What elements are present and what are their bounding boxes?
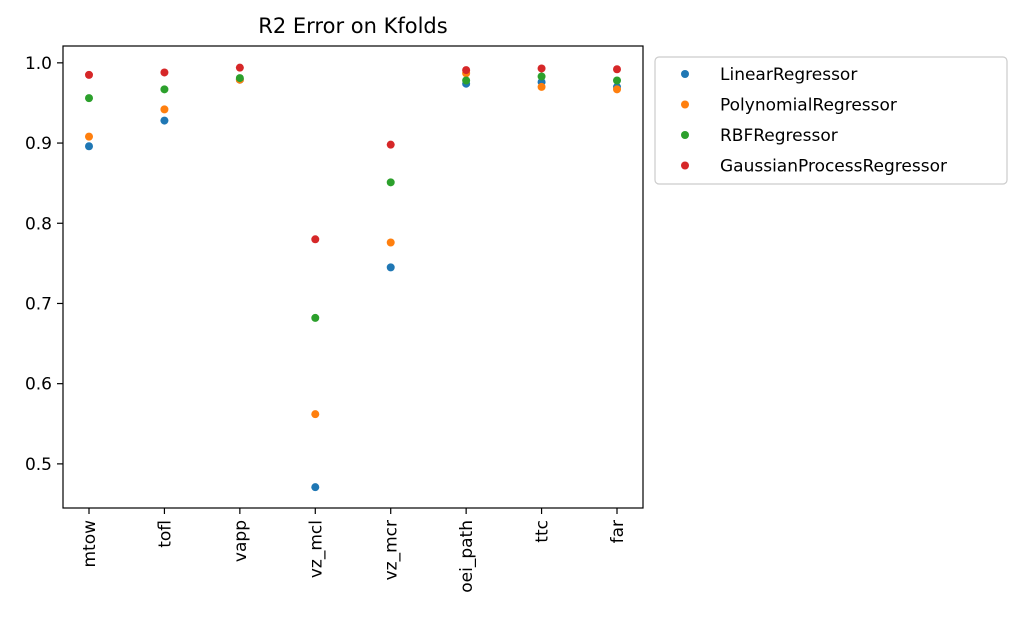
x-tick-label: far bbox=[608, 520, 628, 543]
legend-marker bbox=[681, 131, 689, 139]
data-point bbox=[160, 105, 169, 114]
legend-marker bbox=[681, 100, 689, 109]
y-tick-label: 0.7 bbox=[25, 294, 52, 314]
data-point bbox=[386, 238, 395, 247]
x-tick-label: vz_mcr bbox=[382, 520, 402, 580]
data-point bbox=[537, 64, 546, 73]
x-tick-label: ttc bbox=[533, 520, 553, 543]
legend-label: PolynomialRegressor bbox=[720, 96, 897, 116]
data-point bbox=[235, 63, 244, 72]
y-tick-label: 0.6 bbox=[25, 375, 52, 395]
data-point bbox=[537, 82, 546, 91]
legend-label: LinearRegressor bbox=[720, 65, 857, 85]
series-GaussianProcessRegressor bbox=[85, 63, 621, 244]
data-point bbox=[85, 94, 93, 103]
y-tick-label: 0.5 bbox=[25, 455, 52, 475]
plot-area: 0.5 0.6 0.7 0.8 0.9 1.0 mtow tofl vapp vz_mcl vz_m… bbox=[25, 45, 644, 593]
data-point bbox=[311, 313, 320, 322]
data-point bbox=[311, 410, 320, 419]
data-point bbox=[160, 68, 169, 77]
y-tick-label: 0.8 bbox=[25, 214, 52, 234]
data-point bbox=[537, 72, 546, 81]
series-LinearRegressor bbox=[85, 75, 621, 492]
data-point bbox=[235, 74, 244, 83]
data-point bbox=[462, 66, 471, 75]
data-point bbox=[85, 70, 93, 79]
data-point bbox=[613, 65, 621, 74]
data-point bbox=[160, 116, 169, 125]
data-point bbox=[311, 235, 320, 244]
data-point bbox=[386, 263, 395, 272]
x-tick-label: oei_path bbox=[457, 520, 477, 593]
x-tick-label: tofl bbox=[155, 520, 175, 548]
legend-marker bbox=[681, 70, 689, 78]
legend-marker bbox=[681, 161, 689, 170]
data-point bbox=[311, 483, 320, 492]
data-point bbox=[613, 85, 621, 94]
data-point bbox=[462, 76, 471, 85]
legend-label: RBFRegressor bbox=[720, 126, 838, 146]
axes-frame bbox=[62, 45, 644, 509]
data-point bbox=[386, 178, 395, 187]
data-point bbox=[160, 85, 169, 94]
y-tick-label: 0.9 bbox=[25, 134, 52, 154]
data-point bbox=[85, 142, 93, 151]
series-RBFRegressor bbox=[85, 72, 621, 322]
x-tick-label: vz_mcl bbox=[306, 520, 326, 578]
data-point bbox=[613, 76, 621, 85]
data-point bbox=[386, 140, 395, 149]
legend: LinearRegressor PolynomialRegressor RBFReg… bbox=[654, 56, 1008, 185]
data-point bbox=[85, 132, 93, 141]
y-tick-label: 1.0 bbox=[25, 54, 52, 74]
legend-label: GaussianProcessRegressor bbox=[720, 157, 947, 177]
x-tick-label: mtow bbox=[80, 520, 100, 568]
chart-title: R2 Error on Kfolds bbox=[258, 14, 447, 38]
legend-frame bbox=[654, 56, 1008, 185]
x-tick-label: vapp bbox=[231, 520, 251, 562]
